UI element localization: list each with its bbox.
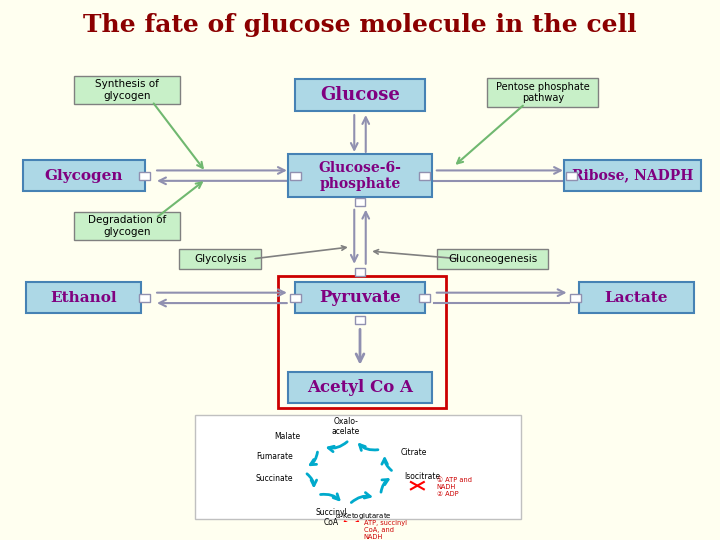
FancyBboxPatch shape: [564, 160, 701, 191]
FancyBboxPatch shape: [295, 79, 425, 111]
Text: Malate: Malate: [274, 432, 300, 441]
FancyBboxPatch shape: [288, 372, 432, 403]
FancyBboxPatch shape: [74, 212, 180, 240]
FancyBboxPatch shape: [419, 172, 430, 179]
Text: ATP, succinyl
CoA, and
NADH: ATP, succinyl CoA, and NADH: [364, 521, 407, 540]
FancyBboxPatch shape: [195, 415, 521, 519]
FancyBboxPatch shape: [570, 294, 580, 302]
Text: Fumarate: Fumarate: [256, 452, 293, 461]
Text: $\alpha$-Ketoglutarate: $\alpha$-Ketoglutarate: [336, 511, 392, 521]
FancyBboxPatch shape: [74, 76, 180, 104]
FancyBboxPatch shape: [566, 172, 577, 179]
Text: Lactate: Lactate: [604, 291, 668, 305]
Text: Glucose-6-
phosphate: Glucose-6- phosphate: [318, 160, 402, 191]
Text: Succinate: Succinate: [256, 474, 294, 483]
FancyBboxPatch shape: [579, 282, 693, 314]
Text: Ribose, NADPH: Ribose, NADPH: [572, 168, 693, 183]
Text: Glycolysis: Glycolysis: [194, 254, 246, 264]
Text: The fate of glucose molecule in the cell: The fate of glucose molecule in the cell: [84, 13, 636, 37]
FancyBboxPatch shape: [140, 172, 150, 179]
Text: Gluconeogenesis: Gluconeogenesis: [448, 254, 537, 264]
Text: Glucose: Glucose: [320, 86, 400, 104]
Text: Isocitrate: Isocitrate: [405, 472, 441, 481]
Text: ① ATP and
NADH
② ADP: ① ATP and NADH ② ADP: [437, 477, 472, 497]
Text: Ethanol: Ethanol: [50, 291, 117, 305]
Text: Degradation of
glycogen: Degradation of glycogen: [88, 215, 166, 237]
Text: Glycogen: Glycogen: [45, 168, 123, 183]
FancyBboxPatch shape: [140, 294, 150, 302]
FancyBboxPatch shape: [179, 249, 261, 269]
FancyBboxPatch shape: [27, 282, 141, 314]
Text: Succinyl
CoA: Succinyl CoA: [315, 508, 347, 527]
Text: Oxalo-
acelate: Oxalo- acelate: [331, 417, 360, 436]
FancyBboxPatch shape: [288, 154, 432, 197]
FancyBboxPatch shape: [290, 294, 301, 302]
FancyBboxPatch shape: [487, 78, 598, 107]
Text: Acetyl Co A: Acetyl Co A: [307, 379, 413, 396]
FancyBboxPatch shape: [355, 198, 365, 206]
FancyBboxPatch shape: [355, 316, 365, 323]
FancyBboxPatch shape: [295, 282, 425, 314]
Text: Synthesis of
glycogen: Synthesis of glycogen: [95, 79, 159, 100]
Text: Citrate: Citrate: [400, 448, 427, 457]
Text: Pyruvate: Pyruvate: [319, 289, 401, 306]
Text: Pentose phosphate
pathway: Pentose phosphate pathway: [496, 82, 590, 103]
FancyBboxPatch shape: [437, 249, 548, 269]
FancyBboxPatch shape: [355, 268, 365, 276]
FancyBboxPatch shape: [419, 294, 430, 302]
FancyBboxPatch shape: [23, 160, 145, 191]
FancyBboxPatch shape: [290, 172, 301, 179]
